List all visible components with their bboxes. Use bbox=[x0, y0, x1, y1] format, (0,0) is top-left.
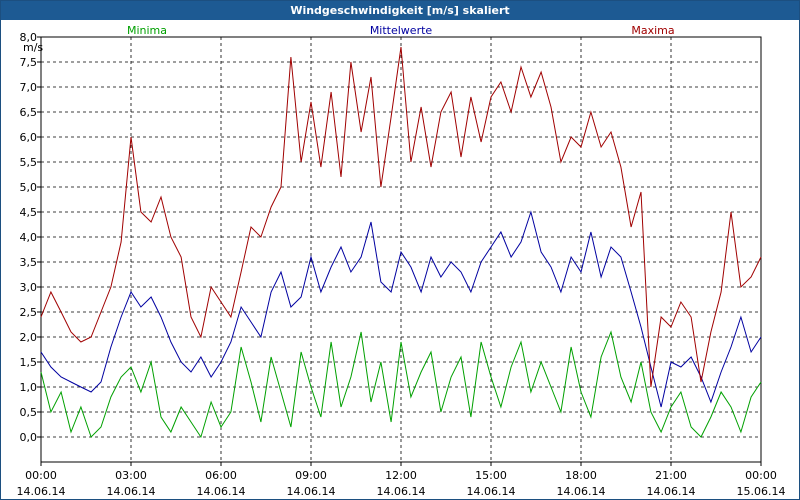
x-tick-date: 14.06.14 bbox=[197, 485, 246, 498]
y-tick-label: 7,5 bbox=[20, 56, 38, 69]
series-line-mittelwerte bbox=[40, 210, 762, 408]
series-line-maxima bbox=[40, 46, 762, 388]
y-tick-label: 3,0 bbox=[20, 281, 38, 294]
grid-lines bbox=[41, 36, 761, 462]
x-tick-time: 06:00 bbox=[205, 469, 237, 482]
series-line-minima bbox=[40, 330, 762, 439]
y-tick-label: 0,0 bbox=[20, 431, 38, 444]
y-tick-label: 1,0 bbox=[20, 381, 38, 394]
y-tick-label: 4,0 bbox=[20, 231, 38, 244]
legend-mittelwerte: Mittelwerte bbox=[370, 24, 433, 37]
y-tick-label: 4,5 bbox=[20, 206, 38, 219]
x-tick-date: 14.06.14 bbox=[107, 485, 156, 498]
y-tick-label: 8,0 bbox=[20, 31, 38, 44]
x-tick-time: 00:00 bbox=[745, 469, 777, 482]
y-tick-label: 7,0 bbox=[20, 81, 38, 94]
y-tick-label: 2,0 bbox=[20, 331, 38, 344]
y-tick-label: 0,5 bbox=[20, 406, 38, 419]
x-tick-time: 03:00 bbox=[115, 469, 147, 482]
x-tick-date: 14.06.14 bbox=[17, 485, 66, 498]
x-tick-date: 14.06.14 bbox=[647, 485, 696, 498]
y-axis-label: m/s bbox=[23, 41, 43, 54]
y-tick-label: 3,5 bbox=[20, 256, 38, 269]
y-tick-label: 1,5 bbox=[20, 356, 38, 369]
x-tick-date: 14.06.14 bbox=[467, 485, 516, 498]
y-tick-label: 2,5 bbox=[20, 306, 38, 319]
y-tick-label: 6,0 bbox=[20, 131, 38, 144]
x-axis-ticks: 00:00 14.06.14 03:00 14.06.14 06:00 14.06.14 0… bbox=[17, 462, 786, 498]
chart-title: Windgeschwindigkeit [m/s] skaliert bbox=[1, 1, 799, 20]
y-tick-label: 5,5 bbox=[20, 156, 38, 169]
x-tick-time: 09:00 bbox=[295, 469, 327, 482]
x-tick-time: 21:00 bbox=[655, 469, 687, 482]
x-tick-date: 14.06.14 bbox=[557, 485, 606, 498]
legend-minima: Minima bbox=[127, 24, 167, 37]
x-tick-date: 15.06.14 bbox=[737, 485, 786, 498]
x-tick-date: 14.06.14 bbox=[287, 485, 336, 498]
legend-maxima: Maxima bbox=[631, 24, 674, 37]
x-tick-time: 15:00 bbox=[475, 469, 507, 482]
x-tick-date: 14.06.14 bbox=[377, 485, 426, 498]
y-axis-ticks: 8,0 7,5 7,0 6,5 6,0 5,5 5,0 4,5 4,0 3,5 3,0 2,5 2,0 1… bbox=[20, 31, 41, 444]
series-lines bbox=[40, 46, 762, 439]
x-tick-time: 12:00 bbox=[385, 469, 417, 482]
y-tick-label: 6,5 bbox=[20, 106, 38, 119]
x-tick-time: 18:00 bbox=[565, 469, 597, 482]
x-tick-time: 00:00 bbox=[25, 469, 57, 482]
y-tick-label: 5,0 bbox=[20, 181, 38, 194]
